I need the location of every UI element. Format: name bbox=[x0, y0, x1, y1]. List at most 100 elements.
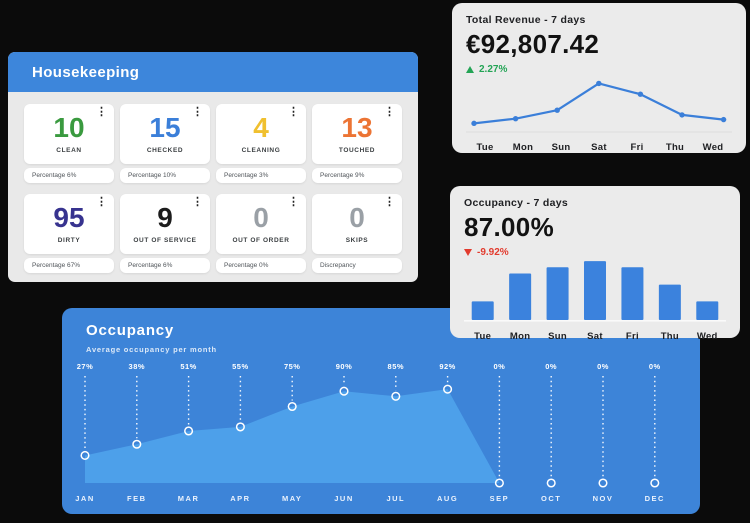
x-axis-label: Mon bbox=[509, 331, 531, 342]
stat-card-dirty: ⋮ 95 DIRTY Percentage 67% bbox=[24, 194, 114, 273]
data-point bbox=[494, 478, 504, 488]
kebab-menu-icon[interactable]: ⋮ bbox=[192, 196, 203, 208]
stat-label: TOUCHED bbox=[338, 147, 376, 154]
x-axis-label: OCT bbox=[541, 494, 561, 503]
stat-value: 95 bbox=[53, 202, 85, 233]
data-label: 27% bbox=[77, 362, 94, 371]
line-point bbox=[471, 120, 477, 127]
occupancy-card-title: Occupancy - 7 days bbox=[464, 197, 569, 209]
data-point bbox=[443, 384, 453, 394]
revenue-card-title: Total Revenue - 7 days bbox=[466, 14, 586, 26]
data-point bbox=[391, 391, 401, 401]
housekeeping-title: Housekeeping bbox=[32, 63, 140, 81]
stat-label: CLEANING bbox=[241, 147, 281, 154]
data-label: 0% bbox=[493, 362, 505, 371]
x-axis-label: Sat bbox=[587, 331, 603, 342]
data-point bbox=[598, 478, 608, 488]
data-point bbox=[80, 450, 90, 461]
bar bbox=[621, 267, 644, 320]
x-axis-label: Fri bbox=[630, 142, 644, 153]
stat-value: 0 bbox=[253, 202, 269, 233]
stat-card: ⋮ 95 DIRTY bbox=[24, 194, 114, 254]
x-axis-label: MAY bbox=[282, 494, 302, 503]
data-label: 0% bbox=[545, 362, 557, 371]
housekeeping-cards-grid: ⋮ 10 CLEAN Percentage 6% ⋮ 15 CHECKED Pe… bbox=[8, 92, 418, 273]
x-axis-label: Thu bbox=[665, 142, 685, 153]
kebab-menu-icon[interactable]: ⋮ bbox=[384, 106, 395, 118]
revenue-change-value: 2.27% bbox=[479, 64, 508, 75]
stat-card-out-of-service: ⋮ 9 OUT OF SERVICE Percentage 6% bbox=[120, 194, 210, 273]
kebab-menu-icon[interactable]: ⋮ bbox=[288, 106, 299, 118]
data-label: 92% bbox=[439, 362, 456, 371]
kebab-menu-icon[interactable]: ⋮ bbox=[384, 196, 395, 208]
line-series bbox=[473, 82, 724, 125]
x-axis-label: Sun bbox=[548, 331, 567, 342]
bar bbox=[584, 261, 606, 320]
data-point bbox=[184, 426, 194, 436]
stat-card-skips: ⋮ 0 SKIPS Discrepancy bbox=[312, 194, 402, 273]
bar bbox=[696, 301, 719, 320]
stat-value: 10 bbox=[53, 112, 85, 143]
line-point bbox=[720, 116, 727, 123]
x-axis-label: NOV bbox=[593, 494, 614, 503]
stat-card-out-of-order: ⋮ 0 OUT OF ORDER Percentage 0% bbox=[216, 194, 306, 273]
stat-card: ⋮ 0 OUT OF ORDER bbox=[216, 194, 306, 254]
stat-label: SKIPS bbox=[345, 237, 369, 244]
x-axis-label: Fri bbox=[625, 331, 639, 342]
kebab-menu-icon[interactable]: ⋮ bbox=[288, 196, 299, 208]
data-point bbox=[650, 478, 660, 488]
bar bbox=[509, 273, 532, 320]
stat-label: OUT OF SERVICE bbox=[133, 237, 197, 244]
occupancy-change-value: -9.92% bbox=[477, 247, 509, 258]
x-axis-label: MAR bbox=[178, 494, 200, 503]
stat-card: ⋮ 9 OUT OF SERVICE bbox=[120, 194, 210, 254]
occupancy-panel: Occupancy Average occupancy per month 27… bbox=[62, 308, 700, 514]
data-point bbox=[339, 386, 349, 396]
line-point bbox=[554, 107, 560, 113]
revenue-value: €92,807.42 bbox=[466, 29, 600, 59]
kebab-menu-icon[interactable]: ⋮ bbox=[192, 106, 203, 118]
data-label: 75% bbox=[284, 362, 301, 371]
occupancy-panel-subtitle: Average occupancy per month bbox=[86, 345, 217, 354]
stat-value: 0 bbox=[349, 202, 365, 233]
x-axis-label: Wed bbox=[702, 142, 724, 153]
housekeeping-panel: Housekeeping ⋮ 10 CLEAN Percentage 6% ⋮ … bbox=[8, 52, 418, 282]
revenue-line-chart bbox=[466, 80, 732, 133]
data-point bbox=[235, 422, 245, 432]
kebab-menu-icon[interactable]: ⋮ bbox=[96, 196, 107, 208]
stat-card-checked: ⋮ 15 CHECKED Percentage 10% bbox=[120, 104, 210, 183]
stat-card: ⋮ 10 CLEAN bbox=[24, 104, 114, 164]
stat-footer: Percentage 6% bbox=[120, 258, 210, 273]
bar bbox=[471, 301, 494, 320]
occupancy-panel-header: Occupancy Average occupancy per month bbox=[62, 308, 700, 354]
x-axis-label: JAN bbox=[75, 494, 95, 503]
data-label: 90% bbox=[336, 362, 353, 371]
occupancy-bar-chart bbox=[464, 261, 726, 322]
x-axis-label: DEC bbox=[645, 494, 665, 503]
total-revenue-card: Total Revenue - 7 days €92,807.42 2.27% … bbox=[452, 3, 746, 153]
stat-footer: Percentage 9% bbox=[312, 168, 402, 183]
stat-card-cleaning: ⋮ 4 CLEANING Percentage 3% bbox=[216, 104, 306, 183]
up-arrow-icon bbox=[466, 66, 474, 73]
data-label: 55% bbox=[232, 362, 249, 371]
data-point bbox=[546, 478, 556, 488]
kebab-menu-icon[interactable]: ⋮ bbox=[96, 106, 107, 118]
x-axis-label: JUN bbox=[334, 494, 354, 503]
data-label: 38% bbox=[129, 362, 146, 371]
occupancy-panel-title: Occupancy bbox=[86, 322, 175, 339]
x-axis-label: SEP bbox=[490, 494, 510, 503]
stat-label: OUT OF ORDER bbox=[232, 237, 290, 244]
stat-card: ⋮ 13 TOUCHED bbox=[312, 104, 402, 164]
data-point bbox=[132, 439, 142, 449]
x-axis-label: APR bbox=[230, 494, 250, 503]
stat-footer: Discrepancy bbox=[312, 258, 402, 273]
occupancy-value: 87.00% bbox=[464, 212, 554, 242]
revenue-change: 2.27% bbox=[466, 64, 732, 75]
stat-value: 15 bbox=[149, 112, 181, 143]
stat-card-clean: ⋮ 10 CLEAN Percentage 6% bbox=[24, 104, 114, 183]
x-axis-label: Sat bbox=[591, 142, 607, 153]
occupancy-area-chart: 27% JAN 38% FEB 51% MAR 55% APR 75% MAY 90% JUN 85% J… bbox=[75, 362, 665, 503]
x-axis-label: Tue bbox=[474, 331, 492, 342]
stat-card: ⋮ 15 CHECKED bbox=[120, 104, 210, 164]
housekeeping-panel-header: Housekeeping bbox=[8, 52, 418, 92]
